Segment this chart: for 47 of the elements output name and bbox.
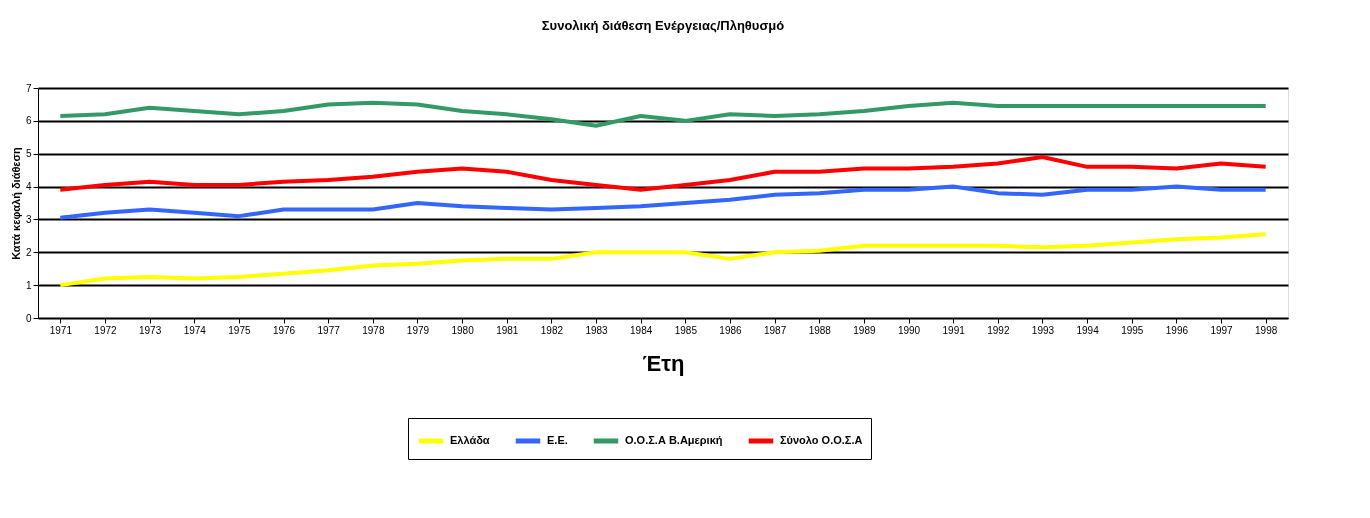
y-tick-label: 0 [25,312,32,324]
line-series [58,155,1268,192]
legend-label: Ελλάδα [450,434,490,446]
x-tick-label: 1996 [1165,324,1189,336]
x-tick-label: 1994 [1076,324,1100,336]
x-tick-label: 1980 [451,324,475,336]
x-tick-label: 1990 [897,324,921,336]
x-tick-label: 1973 [138,324,162,336]
y-tick-label: 4 [25,181,32,193]
x-tick-label: 1998 [1255,324,1278,336]
y-tick-label: 3 [25,213,32,225]
y-tick-label: 6 [25,115,32,127]
y-axis-title: Κατά κεφαλή διάθεση [9,146,22,260]
line-series [58,184,1268,220]
chart-title: Συνολική διάθεση Ενέργειας/Πληθυσμό [541,18,785,33]
x-tick-label: 1991 [942,324,966,336]
x-tick-label: 1997 [1210,324,1234,336]
x-tick-label: 1979 [406,324,430,336]
x-tick-label: 1978 [362,324,385,336]
x-tick-label: 1986 [719,324,743,336]
x-tick-label: 1981 [496,324,519,336]
x-tick-label: 1972 [94,324,118,336]
x-tick-label: 1993 [1031,324,1055,336]
y-tick-label: 2 [25,246,32,258]
x-tick-label: 1985 [674,324,698,336]
x-tick-label: 1974 [183,324,207,336]
line-series [58,232,1268,288]
x-tick-label: 1987 [763,324,787,336]
x-tick-label: 1982 [540,324,564,336]
x-tick-label: 1971 [49,324,73,336]
legend-label: Ο.Ο.Σ.Α Β.Αμερική [625,434,723,446]
x-tick-label: 1975 [228,324,251,336]
x-tick-label: 1983 [585,324,609,336]
x-axis-title: Έτη [642,350,685,376]
x-tick-label: 1988 [808,324,832,336]
x-tick-label: 1984 [630,324,653,336]
x-tick-label: 1976 [272,324,296,336]
y-tick-label: 7 [25,82,32,94]
x-tick-label: 1989 [853,324,876,336]
legend-label: Ε.Ε. [547,434,568,446]
x-tick-label: 1977 [317,324,341,336]
legend-label: Σύνολο Ο.Ο.Σ.Α [780,434,863,446]
y-tick-label: 1 [25,279,32,291]
x-tick-label: 1995 [1121,324,1144,336]
y-tick-label: 5 [25,148,32,160]
x-tick-label: 1992 [987,324,1010,336]
line-series [58,100,1268,128]
